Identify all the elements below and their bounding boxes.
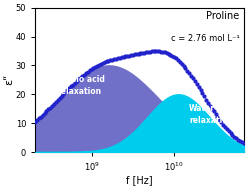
Text: c = 2.76 mol L⁻¹: c = 2.76 mol L⁻¹ bbox=[171, 34, 240, 43]
X-axis label: f [Hz]: f [Hz] bbox=[126, 175, 153, 185]
Text: Water
relaxation: Water relaxation bbox=[189, 104, 233, 125]
Y-axis label: εʺ: εʺ bbox=[4, 74, 14, 85]
Text: Amino acid
relaxation: Amino acid relaxation bbox=[57, 75, 105, 96]
Text: Proline: Proline bbox=[206, 11, 240, 21]
